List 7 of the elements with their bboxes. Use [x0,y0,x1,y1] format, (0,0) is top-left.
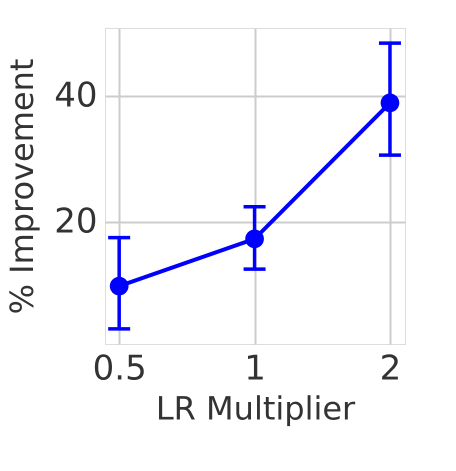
y-tick-label: 20 [54,201,98,242]
x-tick-label: 2 [380,348,402,388]
x-axis-title: LR Multiplier [156,390,356,428]
y-axis-title: % Improvement [3,58,42,314]
y-tick-label: 40 [54,75,98,116]
x-tick-label: 1 [244,348,266,388]
x-tick-label: 0.5 [92,348,147,388]
